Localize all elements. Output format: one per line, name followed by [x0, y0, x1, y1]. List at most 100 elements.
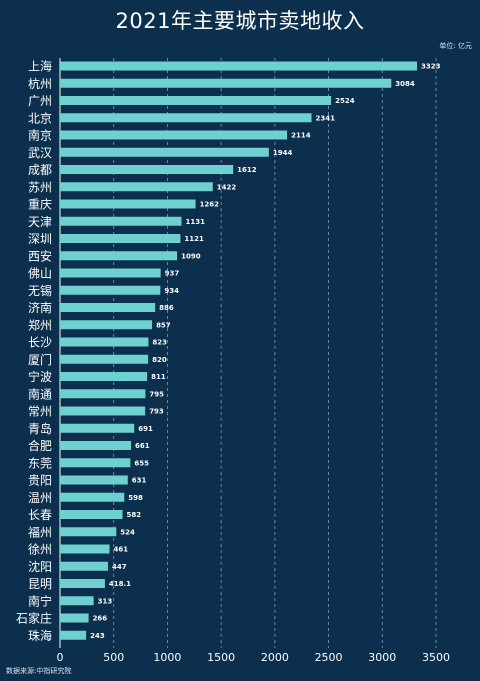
- category-label: 南通: [28, 386, 52, 401]
- value-label: 937: [165, 270, 180, 278]
- category-label: 杭州: [28, 76, 52, 91]
- value-label: 631: [132, 477, 147, 485]
- value-label: 886: [159, 304, 174, 312]
- category-label: 上海: [28, 59, 52, 74]
- bar: [60, 320, 153, 330]
- category-label: 成都: [28, 163, 52, 177]
- value-label: 524: [120, 528, 135, 536]
- bar: [60, 544, 110, 554]
- category-label: 北京: [28, 111, 52, 125]
- bar: [60, 234, 181, 243]
- value-label: 418.1: [109, 580, 131, 588]
- bar: [60, 182, 213, 192]
- value-label: 582: [127, 511, 142, 519]
- category-label: 济南: [28, 300, 52, 315]
- value-label: 661: [135, 442, 150, 450]
- bar: [60, 96, 332, 105]
- category-label: 福州: [28, 524, 52, 539]
- bar: [60, 510, 123, 519]
- bar: [60, 303, 156, 312]
- value-label: 1262: [200, 201, 220, 209]
- value-label: 857: [156, 321, 171, 329]
- bar: [60, 441, 132, 450]
- bar: [60, 199, 196, 209]
- category-label: 苏州: [28, 180, 52, 194]
- bar: [60, 268, 161, 278]
- category-label: 天津: [28, 215, 52, 229]
- bar: [60, 579, 105, 588]
- value-label: 266: [93, 615, 108, 623]
- category-label: 合肥: [28, 438, 52, 453]
- value-label: 823: [152, 339, 167, 347]
- category-label: 武汉: [28, 146, 52, 160]
- x-tick-label: 500: [103, 651, 124, 664]
- value-label: 447: [112, 563, 127, 571]
- bar: [60, 130, 288, 140]
- value-label: 461: [114, 546, 129, 554]
- value-label: 934: [164, 287, 179, 295]
- bar: [60, 630, 87, 640]
- bar: [60, 61, 417, 71]
- bar: [60, 458, 131, 468]
- category-label: 贵阳: [28, 474, 52, 488]
- bar: [60, 527, 117, 537]
- category-label: 南宁: [28, 593, 52, 608]
- bar: [60, 596, 94, 606]
- value-label: 793: [149, 408, 164, 416]
- value-label: 811: [151, 373, 166, 381]
- bar: [60, 406, 146, 416]
- value-label: 2524: [335, 97, 355, 105]
- bar: [60, 492, 125, 502]
- bar: [60, 251, 178, 261]
- category-label: 厦门: [28, 352, 52, 367]
- bar: [60, 78, 392, 88]
- value-label: 2341: [315, 114, 335, 122]
- bar: [60, 337, 149, 347]
- value-label: 1090: [181, 252, 201, 260]
- value-label: 1121: [184, 235, 204, 243]
- value-label: 820: [152, 356, 167, 364]
- bar: [60, 165, 234, 174]
- category-label: 广州: [28, 94, 52, 108]
- category-label: 石家庄: [16, 611, 52, 626]
- category-label: 佛山: [28, 267, 52, 281]
- value-label: 1612: [237, 166, 257, 174]
- source-label: 数据来源:中指研究院: [6, 667, 72, 675]
- bar: [60, 113, 312, 123]
- category-label: 沈阳: [28, 559, 52, 574]
- category-label: 重庆: [28, 198, 52, 212]
- bar: [60, 354, 149, 364]
- value-label: 691: [138, 425, 153, 433]
- bar: [60, 372, 148, 381]
- bar: [60, 613, 89, 623]
- value-label: 3084: [395, 80, 415, 88]
- x-tick-label: 2000: [261, 651, 289, 664]
- bar: [60, 285, 161, 295]
- category-label: 东莞: [28, 456, 52, 470]
- category-label: 长沙: [28, 336, 52, 350]
- chart-title: 2021年主要城市卖地收入: [115, 9, 365, 33]
- category-label: 珠海: [28, 628, 52, 643]
- value-label: 795: [149, 390, 164, 398]
- x-tick-label: 3500: [422, 651, 450, 664]
- value-label: 313: [98, 597, 113, 605]
- category-label: 长春: [28, 508, 52, 522]
- category-label: 徐州: [28, 542, 52, 557]
- value-label: 3323: [421, 63, 441, 71]
- value-label: 1944: [273, 149, 293, 157]
- category-label: 青岛: [28, 421, 52, 436]
- unit-label: 单位: 亿元: [439, 42, 472, 50]
- value-label: 1131: [186, 218, 206, 226]
- category-label: 深圳: [28, 232, 52, 246]
- category-label: 昆明: [28, 577, 52, 591]
- bar: [60, 475, 128, 485]
- value-label: 2114: [291, 132, 311, 140]
- value-label: 1422: [217, 183, 237, 191]
- category-label: 西安: [28, 248, 52, 263]
- category-label: 郑州: [28, 317, 52, 332]
- category-label: 南京: [28, 128, 52, 143]
- x-tick-label: 1500: [207, 651, 235, 664]
- value-label: 243: [90, 632, 105, 640]
- value-label: 598: [128, 494, 143, 502]
